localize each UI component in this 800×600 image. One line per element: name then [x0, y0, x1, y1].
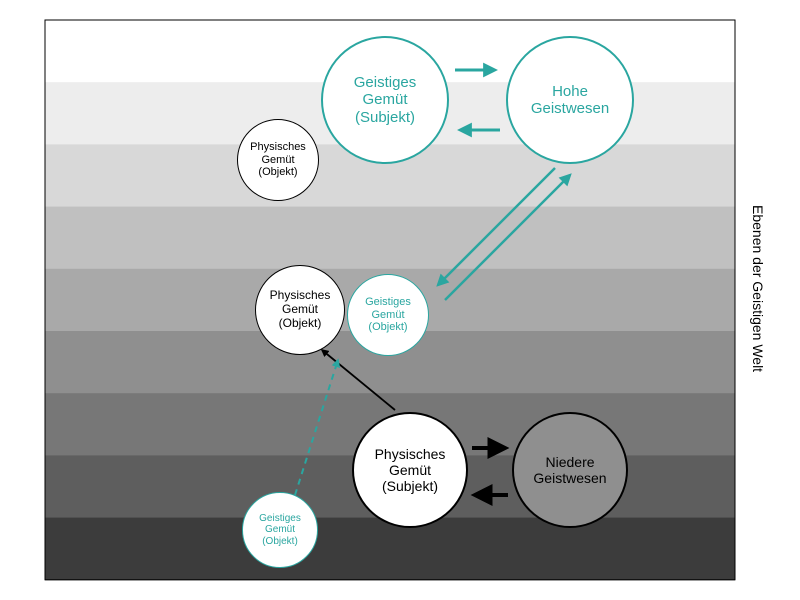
node-hohe-geistwesen: Hohe Geistwesen — [506, 36, 634, 164]
node-geistiges-objekt-mid: Geistiges Gemüt (Objekt) — [347, 274, 429, 356]
node-niedere-geistwesen: Niedere Geistwesen — [512, 412, 628, 528]
node-phys-objekt-top: Physisches Gemüt (Objekt) — [237, 119, 319, 201]
arrow-teal-diag-up — [445, 175, 570, 300]
node-label: Geistiges Gemüt (Objekt) — [365, 296, 411, 334]
node-label: Physisches Gemüt (Subjekt) — [375, 446, 446, 494]
diagram-stage: { "canvas": { "width": 800, "height": 60… — [0, 0, 800, 600]
side-axis-label: Ebenen der Geistigen Welt — [750, 205, 766, 372]
arrow-teal-dashed-up — [295, 360, 338, 495]
node-label: Geistiges Gemüt (Subjekt) — [354, 74, 417, 126]
arrow-teal-diag-down — [438, 168, 555, 285]
node-label: Geistiges Gemüt (Objekt) — [259, 513, 301, 548]
node-geistiges-objekt-low: Geistiges Gemüt (Objekt) — [242, 492, 318, 568]
arrow-black-diag-up — [322, 350, 395, 410]
node-label: Niedere Geistwesen — [533, 454, 606, 486]
node-label: Hohe Geistwesen — [531, 83, 609, 118]
node-label: Physisches Gemüt (Objekt) — [250, 141, 306, 179]
node-phys-objekt-mid: Physisches Gemüt (Objekt) — [255, 265, 345, 355]
node-geistiges-subjekt: Geistiges Gemüt (Subjekt) — [321, 36, 449, 164]
node-label: Physisches Gemüt (Objekt) — [270, 289, 331, 330]
node-phys-subjekt: Physisches Gemüt (Subjekt) — [352, 412, 468, 528]
